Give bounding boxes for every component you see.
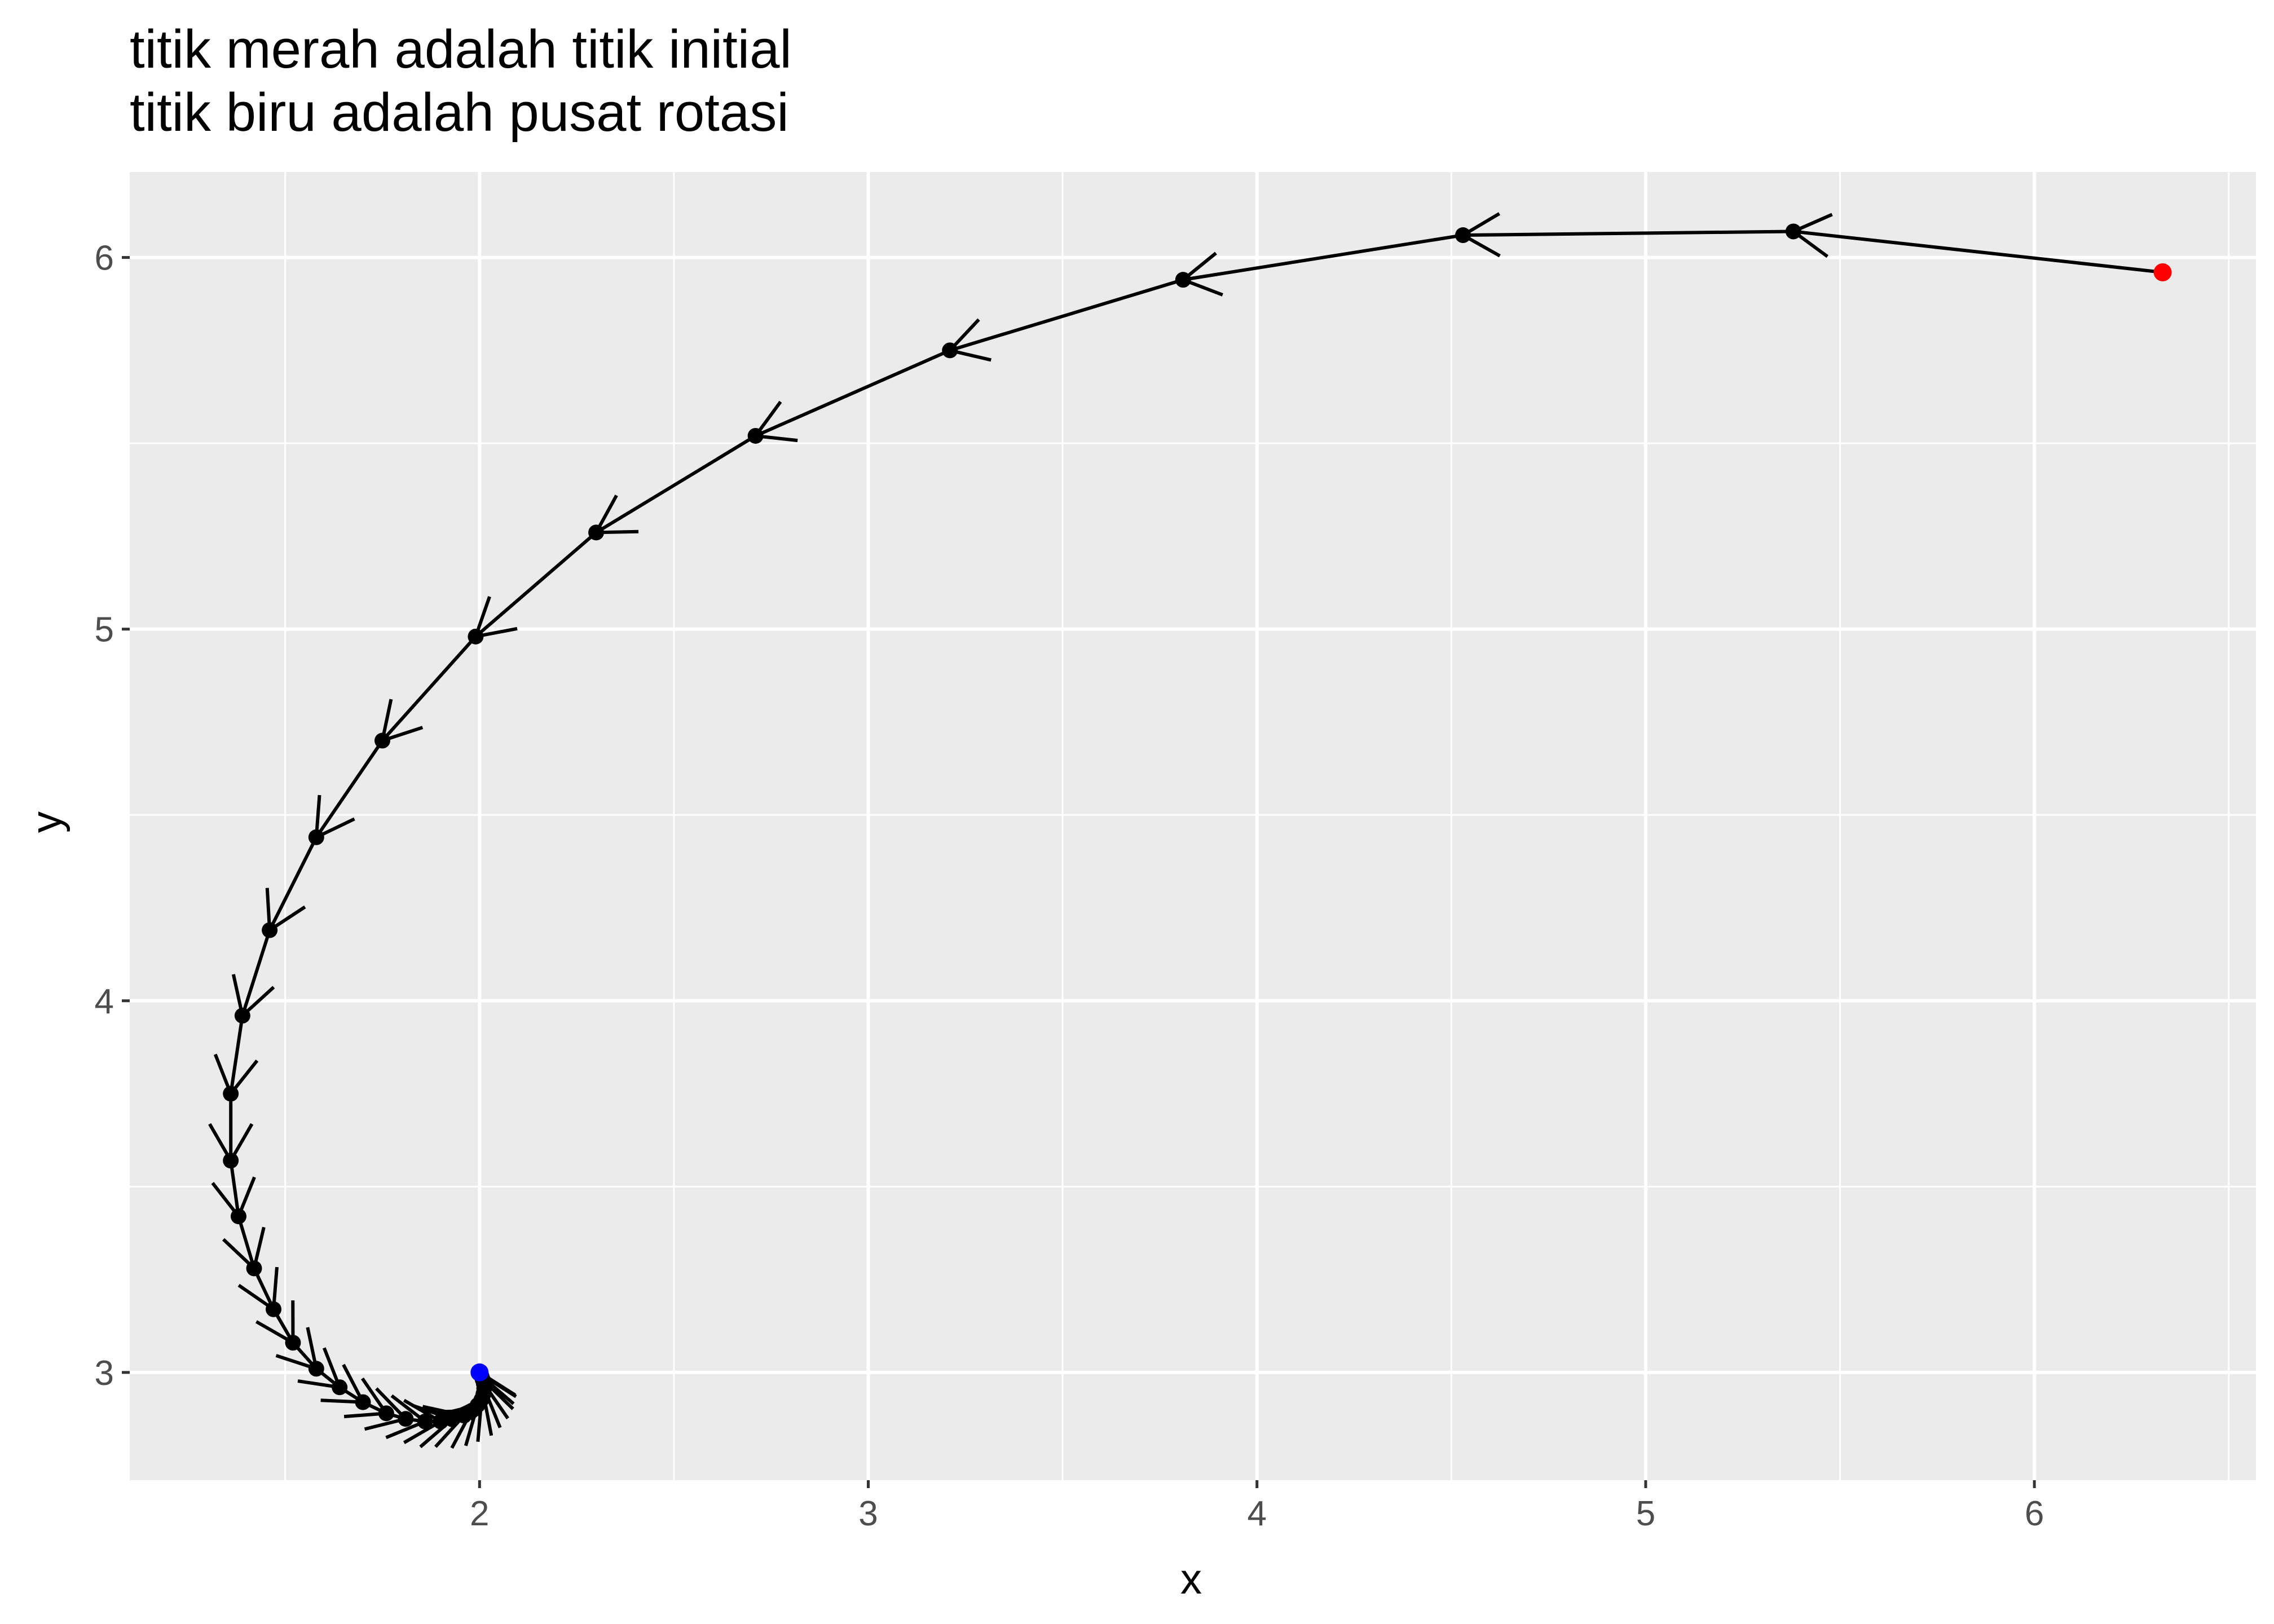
x-tick-label: 3 (858, 1494, 878, 1533)
trajectory-point (223, 1153, 239, 1169)
trajectory-point (223, 1085, 239, 1102)
initial-point (2153, 263, 2172, 281)
trajectory-point (417, 1413, 433, 1429)
path-segment (948, 278, 1185, 352)
path-segment (753, 348, 952, 438)
trajectory-point (230, 1208, 246, 1225)
trajectory-point (1455, 227, 1471, 244)
trajectory-point (433, 1413, 449, 1429)
x-tick-label: 2 (470, 1494, 489, 1533)
trajectory-point (747, 427, 764, 444)
y-tick-label: 4 (95, 982, 114, 1021)
grid-minor (130, 172, 2256, 1480)
x-tick-label: 5 (1636, 1494, 1655, 1533)
trajectory-point (234, 1008, 250, 1024)
trajectory-point (398, 1411, 414, 1427)
plot-panel (130, 172, 2256, 1480)
chart-title-line-1: titik merah adalah titik initial (130, 19, 792, 80)
trajectory-point (374, 732, 390, 749)
y-axis-title: y (23, 811, 70, 833)
x-tick-label: 6 (2025, 1494, 2044, 1533)
x-axis-title: x (1180, 1555, 1202, 1603)
grid-major (130, 172, 2256, 1480)
path-segment (236, 1215, 256, 1270)
path-segment (594, 434, 757, 535)
trajectory-point (588, 524, 605, 541)
trajectory-point (266, 1301, 282, 1317)
trajectory-point (1785, 223, 1801, 240)
tick-labels: 2 3 4 5 6 3 4 5 6 (95, 239, 2044, 1533)
trajectory-point (468, 628, 484, 645)
path-segment (314, 739, 384, 839)
trajectory-points (223, 223, 2172, 1429)
chart-title-line-2: titik biru adalah pusat rotasi (130, 82, 789, 143)
path-segment (380, 634, 478, 743)
path-segment (1461, 230, 1795, 237)
trajectory-point (1175, 272, 1191, 288)
axis-ticks (122, 256, 2036, 1488)
center-point (470, 1363, 489, 1382)
y-tick-label: 6 (95, 239, 114, 278)
y-tick-label: 3 (95, 1354, 114, 1393)
path-segment (1791, 230, 2165, 274)
trajectory-point (246, 1260, 262, 1277)
trajectory-point (942, 342, 958, 359)
path-segment (229, 1159, 240, 1219)
y-tick-label: 5 (95, 611, 114, 650)
trajectory-point (308, 1361, 324, 1377)
trajectory-point (308, 829, 324, 845)
trajectory-point (262, 922, 278, 938)
x-tick-label: 4 (1247, 1494, 1266, 1533)
path-segment (268, 835, 318, 932)
path-segment (229, 1014, 244, 1096)
path-segment (1181, 233, 1465, 282)
trajectory-point (378, 1405, 394, 1422)
trajectory-point (355, 1394, 371, 1410)
path-segment (474, 531, 598, 638)
trajectory-point (332, 1379, 348, 1396)
path-segment (240, 928, 272, 1018)
trajectory-point (285, 1335, 301, 1351)
